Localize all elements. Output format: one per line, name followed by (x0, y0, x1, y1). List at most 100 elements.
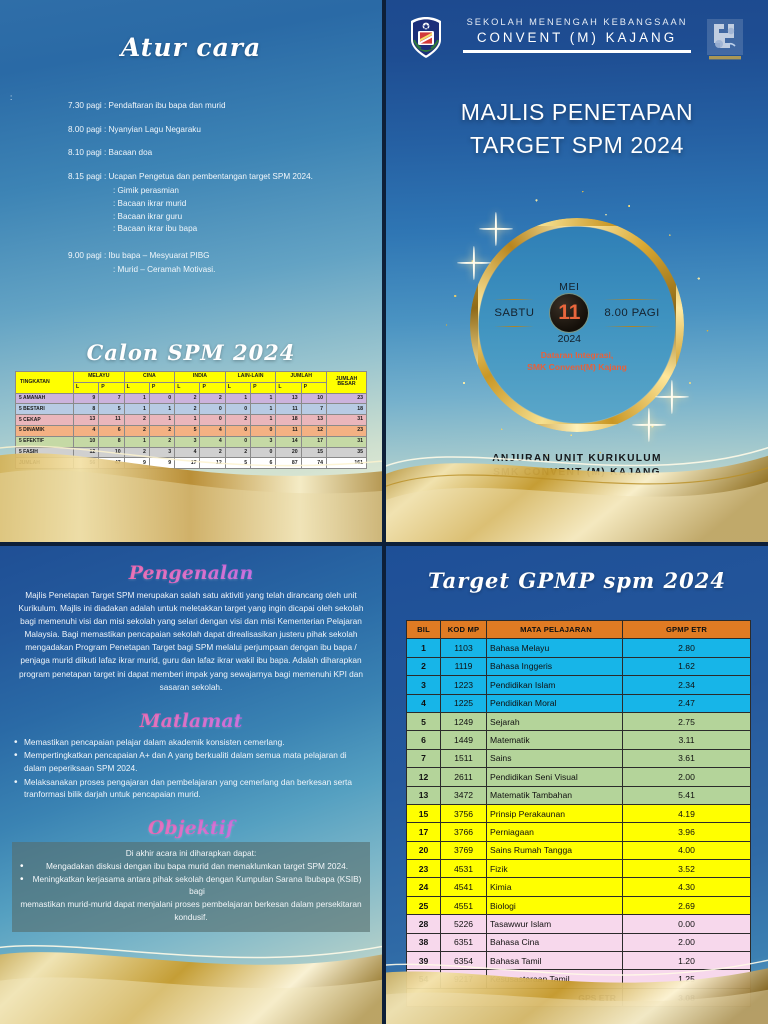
gpmp-cell-kod: 5226 (440, 914, 487, 934)
calon-table-body: 5 AMANAH 9 7 1 0 2 2 1 1 13 10 23 5 BESTARI 8 5 1 1 2 0 0 1 1… (15, 392, 367, 470)
calon-cell: 1 (123, 435, 150, 448)
calon-row-label: 5 AMANAH (15, 392, 74, 405)
calon-cell: 0 (224, 424, 252, 437)
organiser-line1: ANJURAN UNIT KURIKULUM (492, 453, 662, 464)
calon-cell: 0 (250, 446, 277, 459)
calon-cell: 8 (98, 435, 125, 448)
calon-cell: 20 (275, 446, 302, 459)
gpmp-cell-subject: Sains Rumah Tangga (486, 840, 623, 861)
calon-cell: 8 (72, 403, 100, 416)
gpmp-cell-bil: 13 (406, 785, 441, 805)
calon-cell: 2 (123, 414, 150, 426)
calon-cell: 1 (148, 414, 176, 426)
calon-cell: 0 (224, 435, 252, 448)
gpmp-cell-etr: 2.00 (622, 932, 751, 953)
matlamat-list: Memastikan pencapaian pelajar dalam akad… (0, 735, 382, 801)
panel-divider-vertical (382, 0, 386, 1024)
calon-total-cell: 47 (98, 457, 125, 470)
gpmp-cell-bil: 12 (406, 767, 441, 787)
calon-cell: 0 (250, 424, 277, 437)
event-date-block: MEI 11 2024 (540, 281, 598, 345)
header-logo-row: SEKOLAH MENENGAH KEBANGSAAN CONVENT (M) … (404, 14, 752, 70)
agenda-item-main: 7.30 pagi : Pendaftaran ibu bapa dan mur… (68, 101, 226, 110)
poster-title: MAJLIS PENETAPAN TARGET SPM 2024 (386, 96, 768, 163)
calon-cell: 2 (199, 392, 226, 405)
date-row: SABTU MEI 11 2024 8.00 PAGI (492, 281, 661, 345)
agenda-sub-line: : Gimik perasmian (113, 186, 179, 196)
gpmp-cell-etr: 4.19 (622, 803, 751, 824)
event-time: 8.00 PAGI (602, 298, 661, 327)
agenda-item: 8.15 pagi : Ucapan Pengetua dan pembenta… (68, 172, 382, 236)
agenda-item-main: 8.00 pagi : Nyanyian Lagu Negaraku (68, 124, 201, 134)
calon-total-row: JUMLAH 56 47 9 9 17 12 5 6 87 74 161 (15, 457, 367, 470)
gpmp-cell-subject: Sains (486, 748, 623, 769)
calon-cell: 0 (199, 403, 226, 416)
gpmp-cell-etr: 2.69 (622, 895, 751, 916)
gpmp-cell-bil: 20 (406, 840, 441, 861)
calon-cell: 10 (98, 446, 125, 459)
gpmp-cell-kod: 3756 (440, 803, 487, 824)
gpmp-cell-etr: 0.00 (622, 914, 751, 934)
gpmp-cell-etr: 2.00 (622, 767, 751, 787)
calon-cell: 3 (174, 435, 201, 448)
gpmp-cell-etr: 2.47 (622, 693, 751, 713)
calon-total-cell: 5 (224, 457, 252, 470)
gpmp-cell-kod: 1119 (440, 656, 487, 677)
calon-subheader-l: L (123, 381, 150, 394)
table-row: 2 1119 Bahasa Inggeris 1.62 (406, 656, 751, 677)
gpmp-cell-subject: Pendidikan Islam (486, 675, 623, 695)
gpmp-cell-bil: 15 (406, 803, 441, 824)
calon-cell: 1 (250, 403, 277, 416)
table-row: 13 3472 Matematik Tambahan 5.41 (406, 785, 751, 805)
gpmp-cell-bil: 24 (406, 877, 441, 897)
calon-cell: 31 (326, 435, 367, 448)
gpmp-cell-bil: 5 (406, 711, 441, 732)
calon-cell: 31 (326, 414, 367, 426)
gpmp-cell-bil: 7 (406, 748, 441, 769)
agenda-sub-line: : Murid – Ceramah Motivasi. (113, 264, 216, 274)
calon-group-jumlah: JUMLAH (275, 371, 327, 383)
table-row: 5 CEKAP 13 11 2 1 1 0 2 1 18 13 31 (15, 414, 367, 426)
table-row: 17 3766 Perniagaan 3.96 (406, 822, 751, 842)
calon-total-cell: 87 (275, 457, 302, 470)
gpmp-cell-subject: Perniagaan (486, 822, 623, 842)
gpmp-cell-kod: 3766 (440, 822, 487, 842)
gold-wave-decoration (0, 945, 382, 1024)
calon-cell: 17 (300, 435, 328, 448)
gpmp-cell-bil: 28 (406, 914, 441, 934)
gpmp-cell-etr: 5.41 (622, 785, 751, 805)
calon-cell: 1 (123, 403, 150, 416)
table-row: 28 5226 Tasawwur Islam 0.00 (406, 914, 751, 934)
objektif-intro: Di akhir acara ini diharapkan dapat: (125, 847, 257, 858)
event-month: MEI (559, 280, 580, 293)
calon-cell: 3 (250, 435, 277, 448)
agenda-item: 9.00 pagi : Ibu bapa – Mesyuarat PIBG: M… (68, 251, 382, 277)
table-row: 24 4541 Kimia 4.30 (406, 877, 751, 897)
gpmp-table-head: BIL KOD MP MATA PELAJARAN GPMP ETR (406, 619, 751, 640)
calon-cell: 1 (250, 414, 277, 426)
gpmp-cell-subject: Fizik (486, 859, 623, 879)
calon-cell: 7 (98, 392, 125, 405)
table-row: 25 4551 Biologi 2.69 (406, 895, 751, 916)
calon-cell: 1 (148, 403, 176, 416)
calon-subheader-l: L (224, 381, 252, 394)
table-row: 5 FASIH 12 10 2 3 4 2 2 0 20 15 35 (15, 446, 367, 459)
gpmp-cell-etr: 3.61 (622, 748, 751, 769)
calon-cell: 2 (224, 446, 252, 459)
event-venue: Dataran Integrasi, SMK Convent(M) Kajang (527, 350, 627, 373)
gpmp-cell-subject: Pendidikan Seni Visual (486, 767, 623, 787)
calon-cell: 12 (72, 446, 100, 459)
calon-cell: 2 (148, 424, 176, 437)
gpmp-cell-kod: 1511 (440, 748, 487, 769)
school-crest-icon (411, 17, 441, 58)
agenda-item-main: 8.10 pagi : Bacaan doa (68, 148, 153, 158)
gpmp-cell-subject: Matematik Tambahan (486, 785, 623, 805)
calon-total-cell: 17 (174, 457, 201, 470)
event-day-name: SABTU (492, 298, 536, 327)
calon-cell: 6 (98, 424, 125, 437)
gpmp-col-etr: GPMP ETR (622, 619, 751, 640)
gpmp-cell-kod: 4531 (440, 859, 487, 879)
matlamat-item: Mempertingkatkan pencapaian A+ dan A yan… (14, 748, 370, 774)
calon-table-head: TINGKATAN MELAYU CINA INDIA LAIN-LAIN JU… (15, 371, 367, 394)
agenda-item-subs: : Gimik perasmian: Bacaan ikrar murid: B… (68, 185, 382, 236)
